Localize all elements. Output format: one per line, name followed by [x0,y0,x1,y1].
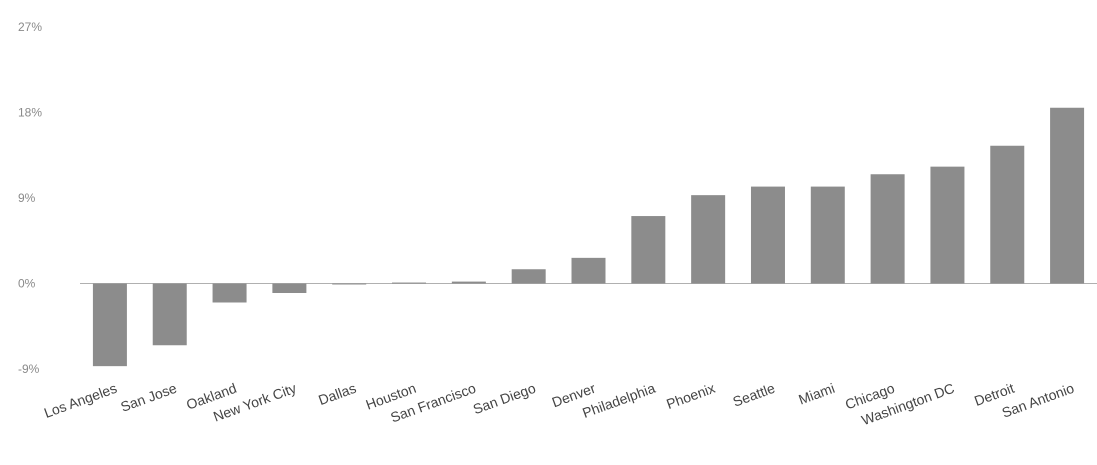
x-category-label: San Jose [118,380,179,415]
y-tick-label: 27% [18,20,42,34]
bars [92,107,1085,367]
bar [631,216,666,284]
bar [332,283,367,285]
x-category-label: Phoenix [664,380,717,412]
x-category-label: San Diego [471,380,538,417]
bar [212,283,247,303]
y-tick-label: 18% [18,106,42,120]
x-category-label: Miami [796,380,837,408]
bar [691,195,726,284]
bar [810,186,845,284]
bar [750,186,785,284]
bar [272,283,307,293]
x-category-label: Seattle [731,380,778,410]
bar [1050,107,1085,284]
x-category-label: Dallas [316,380,358,408]
bar [92,283,127,367]
bar [152,283,187,346]
bar [870,174,905,284]
y-tick-label: 9% [18,191,36,205]
bar [392,282,427,284]
bar [930,166,965,284]
y-axis-tick-labels: -9% 0% 9% 18% 27% [18,20,42,376]
y-tick-label: 0% [18,277,36,291]
y-tick-label: -9% [18,362,40,376]
bar [511,269,546,284]
bar [571,257,606,284]
x-category-label: Los Angeles [42,380,119,421]
bar [990,145,1025,284]
bar [451,281,486,284]
